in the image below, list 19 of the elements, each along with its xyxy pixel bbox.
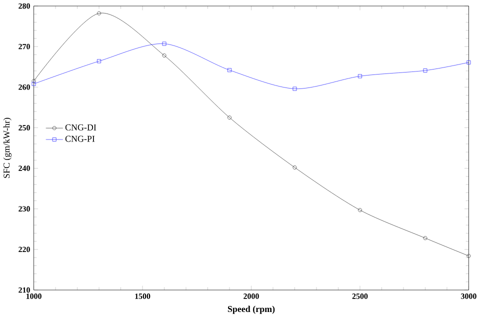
point [32,82,36,86]
point [423,236,428,240]
point [228,115,232,120]
point [466,60,471,64]
legend-label: CNG-DI [65,124,96,130]
point [162,42,166,46]
legend-label: CNG-PI [65,136,95,142]
point [292,165,297,170]
point [358,208,362,212]
point [97,11,102,16]
point [228,68,232,72]
point [358,74,362,78]
point [292,86,297,91]
y-axis-title: SFC (gm/kW-hr) [3,118,12,178]
x-axis-title: Speed (rpm) [228,306,275,314]
point [97,59,102,64]
line-series [32,42,471,91]
point [162,53,166,58]
point [423,68,428,72]
